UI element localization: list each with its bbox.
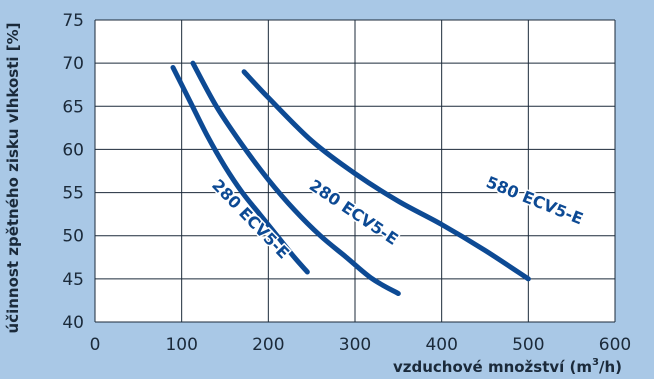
- x-tick-label: 400: [425, 335, 457, 355]
- y-tick-label: 40: [62, 313, 84, 333]
- y-axis-label: účinnost zpětného zisku vlhkosti [%]: [4, 23, 22, 334]
- y-tick-label: 75: [62, 11, 84, 31]
- x-tick-label: 300: [339, 335, 371, 355]
- y-tick-label: 45: [62, 270, 84, 290]
- y-tick-label: 55: [62, 184, 84, 204]
- series-line-3: [241, 69, 531, 282]
- y-tick-label: 65: [62, 97, 84, 117]
- x-tick-label: 0: [90, 335, 101, 355]
- x-tick-labels: 0 100 200 300 400 500 600: [90, 335, 632, 355]
- x-axis-label: vzduchové množství (m3/h): [393, 357, 622, 376]
- x-tick-label: 100: [165, 335, 197, 355]
- y-tick-label: 60: [62, 140, 84, 160]
- y-tick-labels: 40 45 50 55 60 65 70 75: [62, 11, 84, 333]
- series-line-2: [190, 60, 401, 297]
- x-tick-label: 200: [252, 335, 284, 355]
- grid: [94, 19, 616, 323]
- curves: [170, 60, 531, 297]
- series-line-1: [170, 64, 310, 275]
- y-tick-label: 70: [62, 54, 84, 74]
- y-tick-label: 50: [62, 227, 84, 247]
- x-tick-label: 600: [599, 335, 631, 355]
- x-tick-label: 500: [512, 335, 544, 355]
